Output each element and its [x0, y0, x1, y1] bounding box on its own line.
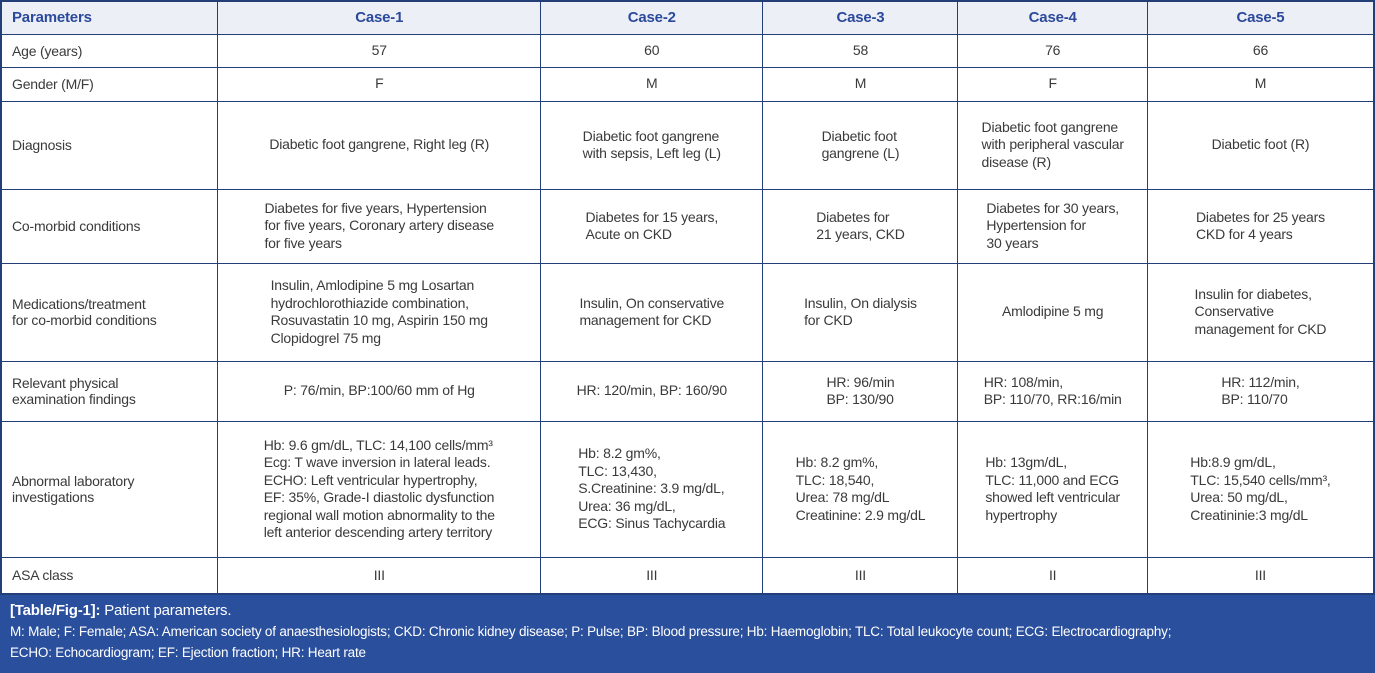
column-header-case-2: Case-2 [540, 0, 764, 35]
value-cell: III [540, 556, 764, 595]
value-cell: M [1146, 66, 1375, 102]
value-cell: Diabetic foot (R) [1146, 100, 1375, 190]
row-label: Abnormal laboratory investigations [0, 420, 219, 558]
value-cell: F [217, 66, 542, 102]
column-header-parameters: Parameters [0, 0, 219, 35]
value-cell: Insulin, Amlodipine 5 mg Losartan hydroc… [217, 262, 542, 362]
row-label: ASA class [0, 556, 219, 595]
value-cell: Hb: 9.6 gm/dL, TLC: 14,100 cells/mm³ Ecg… [217, 420, 542, 558]
table-row-comorbid: Co-morbid conditions Diabetes for five y… [0, 188, 1375, 264]
row-label: Diagnosis [0, 100, 219, 190]
column-header-case-3: Case-3 [762, 0, 959, 35]
value-cell: 66 [1146, 33, 1375, 68]
table-row-asa-class: ASA class III III III II III [0, 556, 1375, 595]
value-cell: Diabetic foot gangrene, Right leg (R) [217, 100, 542, 190]
value-cell: HR: 112/min, BP: 110/70 [1146, 360, 1375, 422]
value-cell: Diabetic foot gangrene (L) [762, 100, 959, 190]
column-header-case-1: Case-1 [217, 0, 542, 35]
value-cell: Insulin, On conservative management for … [540, 262, 764, 362]
value-cell: Hb: 13gm/dL, TLC: 11,000 and ECG showed … [957, 420, 1148, 558]
value-cell: Diabetes for five years, Hypertension fo… [217, 188, 542, 264]
value-cell: Diabetic foot gangrene with sepsis, Left… [540, 100, 764, 190]
row-label: Medications/treatment for co-morbid cond… [0, 262, 219, 362]
value-cell: F [957, 66, 1148, 102]
abbreviations-line-1: M: Male; F: Female; ASA: American societ… [10, 624, 1172, 639]
value-cell: Diabetic foot gangrene with peripheral v… [957, 100, 1148, 190]
value-cell: M [540, 66, 764, 102]
table-row-age: Age (years) 57 60 58 76 66 [0, 33, 1375, 68]
row-label: Gender (M/F) [0, 66, 219, 102]
value-cell: Diabetes for 30 years, Hypertension for … [957, 188, 1148, 264]
table-row-diagnosis: Diagnosis Diabetic foot gangrene, Right … [0, 100, 1375, 190]
table-row-medications: Medications/treatment for co-morbid cond… [0, 262, 1375, 362]
column-header-case-4: Case-4 [957, 0, 1148, 35]
value-cell: Hb: 8.2 gm%, TLC: 13,430, S.Creatinine: … [540, 420, 764, 558]
column-header-case-5: Case-5 [1146, 0, 1375, 35]
value-cell: Diabetes for 21 years, CKD [762, 188, 959, 264]
value-cell: II [957, 556, 1148, 595]
row-label: Relevant physical examination findings [0, 360, 219, 422]
row-label: Age (years) [0, 33, 219, 68]
value-cell: Insulin, On dialysis for CKD [762, 262, 959, 362]
table-caption: [Table/Fig-1]: Patient parameters. M: Ma… [0, 595, 1375, 673]
value-cell: III [1146, 556, 1375, 595]
table-row-gender: Gender (M/F) F M M F M [0, 66, 1375, 102]
caption-title-line: [Table/Fig-1]: Patient parameters. [10, 600, 1365, 621]
caption-title: Patient parameters. [100, 602, 232, 619]
value-cell: Hb: 8.2 gm%, TLC: 18,540, Urea: 78 mg/dL… [762, 420, 959, 558]
value-cell: III [762, 556, 959, 595]
value-cell: 57 [217, 33, 542, 68]
value-cell: Hb:8.9 gm/dL, TLC: 15,540 cells/mm³, Ure… [1146, 420, 1375, 558]
abbreviations-line-2: ECHO: Echocardiogram; EF: Ejection fract… [10, 645, 366, 660]
value-cell: 76 [957, 33, 1148, 68]
value-cell: P: 76/min, BP:100/60 mm of Hg [217, 360, 542, 422]
value-cell: Insulin for diabetes, Conservative manag… [1146, 262, 1375, 362]
row-label: Co-morbid conditions [0, 188, 219, 264]
value-cell: Diabetes for 25 years CKD for 4 years [1146, 188, 1375, 264]
value-cell: Diabetes for 15 years, Acute on CKD [540, 188, 764, 264]
value-cell: 60 [540, 33, 764, 68]
header-row: Parameters Case-1 Case-2 Case-3 Case-4 C… [0, 0, 1375, 35]
table-row-lab-investigations: Abnormal laboratory investigations Hb: 9… [0, 420, 1375, 558]
value-cell: M [762, 66, 959, 102]
table-row-physical-exam: Relevant physical examination findings P… [0, 360, 1375, 422]
value-cell: HR: 108/min, BP: 110/70, RR:16/min [957, 360, 1148, 422]
value-cell: 58 [762, 33, 959, 68]
value-cell: III [217, 556, 542, 595]
patient-parameters-table: Parameters Case-1 Case-2 Case-3 Case-4 C… [0, 0, 1375, 595]
value-cell: HR: 120/min, BP: 160/90 [540, 360, 764, 422]
caption-tag: [Table/Fig-1]: [10, 602, 101, 619]
value-cell: HR: 96/min BP: 130/90 [762, 360, 959, 422]
value-cell: Amlodipine 5 mg [957, 262, 1148, 362]
